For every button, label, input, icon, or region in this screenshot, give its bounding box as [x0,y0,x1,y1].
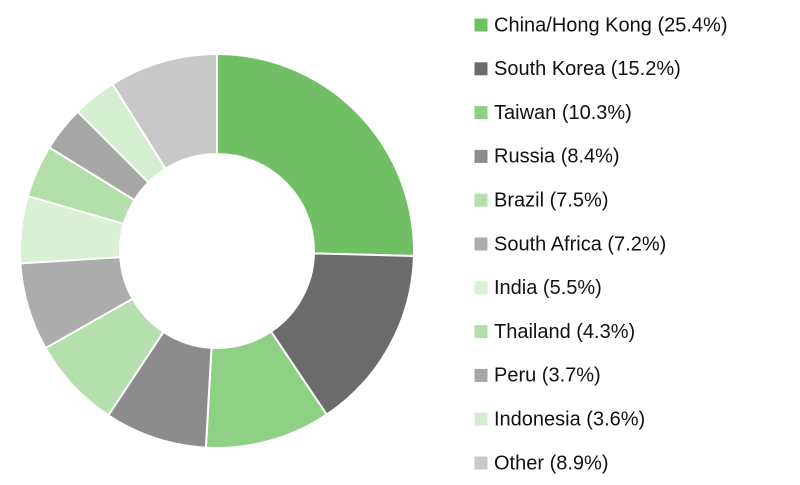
legend-swatch [473,105,489,121]
donut-slice [269,252,415,417]
legend-swatch [473,148,489,164]
legend-swatch [473,236,489,252]
legend-label: South Korea (15.2%) [494,58,681,80]
legend-swatch [473,324,489,340]
donut-slice [111,52,218,171]
legend-swatch [473,280,489,296]
legend-label: China/Hong Kong (25.4%) [494,14,727,36]
legend-swatch [473,192,489,208]
legend-swatch [473,455,489,471]
legend-label: Other (8.9%) [494,452,608,474]
legend-swatch [473,17,489,33]
legend-label: Thailand (4.3%) [494,321,635,343]
legend-swatch [473,367,489,383]
legend-label: India (5.5%) [494,277,602,299]
legend-label: South Africa (7.2%) [494,233,666,255]
donut-slice [216,52,415,257]
legend-label: Indonesia (3.6%) [494,408,645,430]
legend-swatch [473,411,489,427]
legend-label: Taiwan (10.3%) [494,102,632,124]
legend-label: Peru (3.7%) [494,365,601,387]
legend-label: Brazil (7.5%) [494,189,608,211]
legend-swatch [473,61,489,77]
legend-label: Russia (8.4%) [494,146,620,168]
